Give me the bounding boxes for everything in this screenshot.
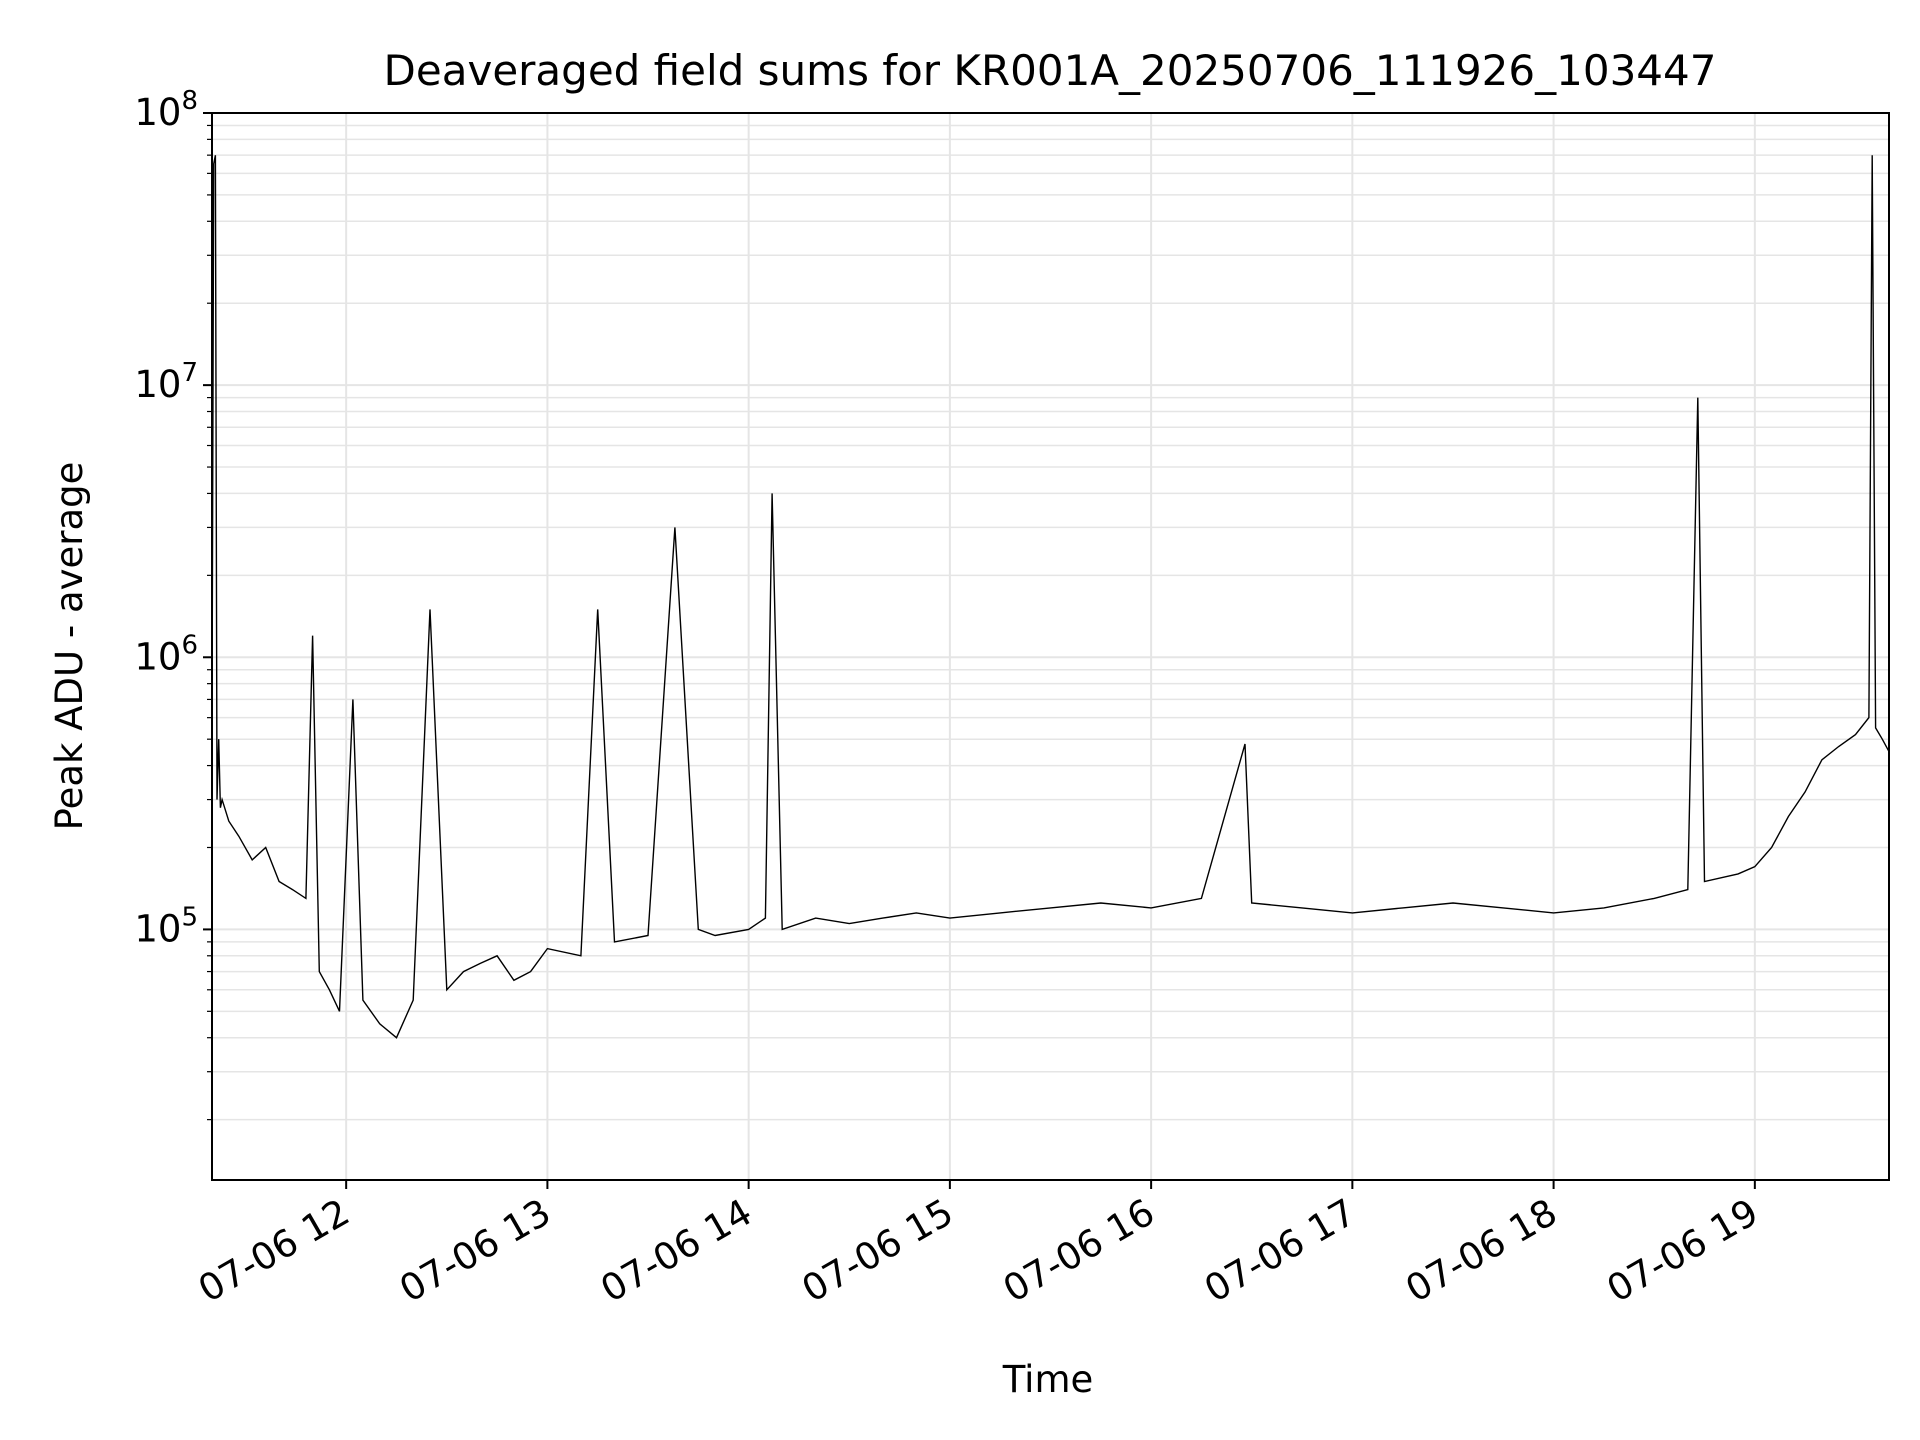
- y-tick-label: 107: [134, 358, 198, 406]
- plot-frame: [211, 112, 1890, 1181]
- y-axis-label: Peak ADU - average: [48, 462, 91, 831]
- y-tick-label: 106: [134, 630, 198, 678]
- series-layer: [211, 155, 1890, 1039]
- chart-title: Deaveraged field sums for KR001A_2025070…: [384, 46, 1717, 95]
- y-tick-label: 108: [134, 86, 198, 134]
- y-tick-label: 105: [134, 902, 198, 950]
- series-line: [211, 155, 1890, 1039]
- x-axis-label: Time: [1002, 1358, 1094, 1401]
